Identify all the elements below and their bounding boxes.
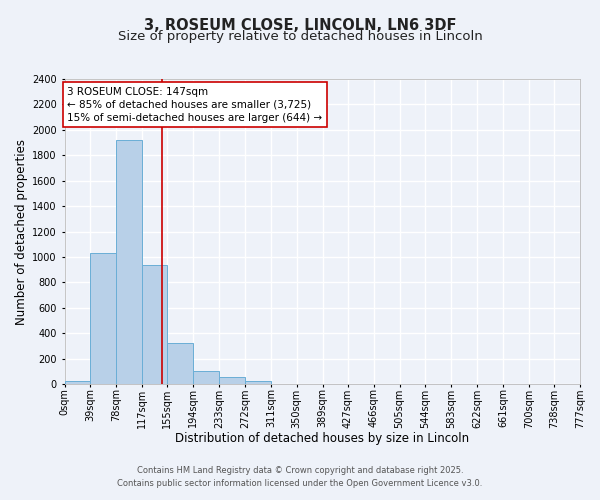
Text: Contains HM Land Registry data © Crown copyright and database right 2025.
Contai: Contains HM Land Registry data © Crown c… <box>118 466 482 487</box>
Bar <box>193 371 219 384</box>
Bar <box>245 381 271 384</box>
Bar <box>91 253 116 384</box>
Y-axis label: Number of detached properties: Number of detached properties <box>15 138 28 324</box>
Bar <box>65 381 91 384</box>
Text: 3, ROSEUM CLOSE, LINCOLN, LN6 3DF: 3, ROSEUM CLOSE, LINCOLN, LN6 3DF <box>144 18 456 32</box>
Text: 3 ROSEUM CLOSE: 147sqm
← 85% of detached houses are smaller (3,725)
15% of semi-: 3 ROSEUM CLOSE: 147sqm ← 85% of detached… <box>67 86 322 123</box>
Bar <box>116 140 142 384</box>
Bar <box>219 377 245 384</box>
Bar <box>167 344 193 384</box>
Bar <box>142 264 167 384</box>
Text: Size of property relative to detached houses in Lincoln: Size of property relative to detached ho… <box>118 30 482 43</box>
X-axis label: Distribution of detached houses by size in Lincoln: Distribution of detached houses by size … <box>175 432 469 445</box>
